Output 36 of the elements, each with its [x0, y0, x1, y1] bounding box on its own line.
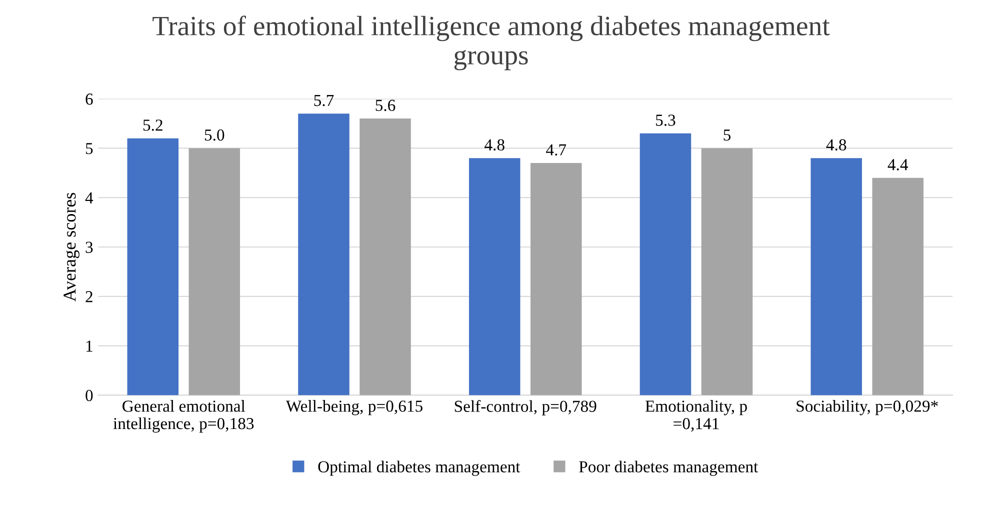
data-label: 5.6	[376, 100, 396, 112]
data-label: 4.7	[546, 144, 566, 156]
bar	[188, 148, 240, 396]
bar	[468, 158, 520, 396]
bar	[872, 178, 924, 396]
bar	[360, 118, 411, 396]
y-tick-label: 2	[86, 291, 92, 302]
chart-title: Traits of emotional intelligence among diabetes management groups	[152, 16, 830, 70]
bar	[640, 133, 692, 396]
data-label: 5	[724, 130, 731, 141]
y-tick-label: 3	[86, 242, 93, 253]
bar	[298, 114, 350, 396]
data-label: 5.3	[656, 114, 676, 126]
y-tick-label: 6	[86, 94, 93, 105]
x-tick-label: Well-being, p=0,615	[286, 400, 422, 416]
data-label: 4.8	[484, 139, 504, 151]
legend-label: Poor diabetes management	[579, 460, 758, 476]
data-label: 4.8	[826, 139, 846, 151]
x-tick-label: Self-control, p=0,789	[454, 400, 596, 416]
y-tick-label: 5	[86, 143, 93, 154]
x-tick-label: Sociability, p=0,029*	[796, 400, 938, 416]
y-tick-label: 4	[85, 192, 94, 204]
bar	[810, 158, 862, 396]
data-label: 5.2	[143, 120, 162, 131]
data-label: 5.0	[204, 129, 224, 141]
legend-label: Optimal diabetes management	[318, 460, 520, 476]
data-label: 5.7	[314, 94, 334, 106]
bar	[127, 138, 179, 396]
x-tick-label: Emotionality, p =0,141	[645, 400, 747, 432]
y-tick-label: 0	[86, 390, 93, 402]
x-tick-label: General emotional intelligence, p=0,183	[113, 400, 254, 433]
y-axis-title: Average scores	[64, 192, 80, 302]
bar	[701, 148, 753, 396]
data-label: 4.4	[888, 159, 908, 170]
bar	[530, 163, 582, 396]
y-tick-label: 1	[86, 340, 92, 352]
